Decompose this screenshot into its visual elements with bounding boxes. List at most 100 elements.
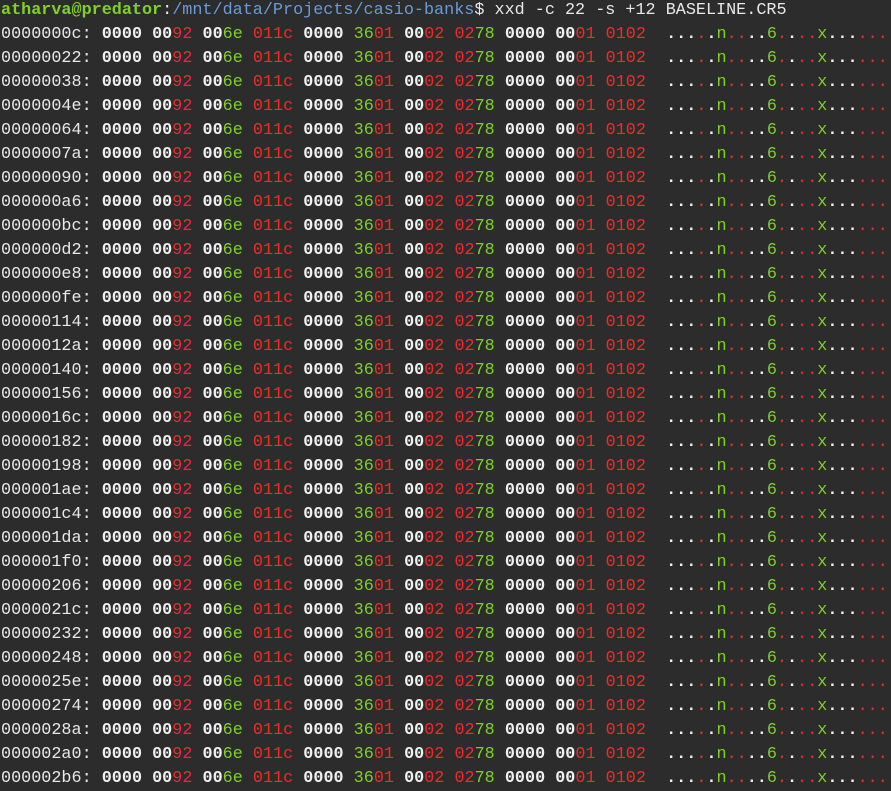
ascii-char: x [817,361,828,380]
hex-group: 0102 [606,721,646,740]
hex-byte: 02 [424,265,445,284]
hex-byte: 00 [404,121,425,140]
ascii-char: . [696,361,707,380]
hexdump-row: 00000038: 0000 0092 006e 011c 0000 3601 … [1,71,891,95]
hex-group: 0002 [404,529,444,548]
hex-byte: 01 [605,121,626,140]
hex-group: 0000 [303,145,343,164]
ascii-char: n [716,577,727,596]
hex-byte: 1c [273,433,294,452]
ascii-char: . [867,265,878,284]
hex-byte: 01 [373,745,394,764]
hex-group: 0278 [454,289,494,308]
ascii-char: . [756,145,767,164]
ascii-char: . [676,745,687,764]
hex-group: 0278 [454,625,494,644]
ascii-char: . [787,601,798,620]
hex-byte: 01 [252,673,274,692]
hex-byte: 6e [222,529,243,548]
hex-byte: 00 [404,649,425,668]
hex-group: 0000 [505,553,545,572]
ascii-char: . [837,553,848,572]
prompt-path: /mnt/data/Projects/casio-banks [172,1,475,20]
ascii-char: . [787,481,798,500]
hex-byte: 01 [575,769,596,788]
hex-group: 0278 [454,49,494,68]
ascii-char: . [756,745,767,764]
hex-byte: 00 [525,313,546,332]
ascii-char: 6 [766,721,777,740]
hex-byte: 00 [152,25,173,44]
ascii-char: . [756,121,767,140]
ascii-char: x [817,433,828,452]
ascii-char: . [776,73,788,92]
hex-byte: 01 [252,97,274,116]
ascii-char: . [847,601,858,620]
hex-byte: 00 [525,193,546,212]
hex-byte: 02 [454,193,475,212]
ascii-char: . [696,553,707,572]
row-offset: 00000114: [1,313,92,332]
hex-byte: 78 [474,697,495,716]
hex-byte: 6e [222,73,243,92]
ascii-char: . [686,577,697,596]
hex-byte: 92 [172,49,193,68]
ascii-char: . [736,673,747,692]
ascii-char: . [877,241,888,260]
hex-byte: 78 [474,625,495,644]
ascii-char: . [867,145,878,164]
ascii-char: n [716,601,727,620]
hex-byte: 92 [172,505,193,524]
ascii-char: . [756,385,767,404]
ascii-char: . [706,577,717,596]
hex-group: 0092 [152,745,192,764]
ascii-char: . [877,745,888,764]
ascii-char: . [726,673,737,692]
ascii-char: . [807,313,818,332]
ascii-char: . [867,673,878,692]
ascii-char: . [746,121,757,140]
hex-byte: 78 [474,457,495,476]
ascii-char: . [787,25,798,44]
hex-group: 0001 [555,481,595,500]
ascii-char: . [746,625,757,644]
ascii-char: . [696,289,707,308]
ascii-char: . [877,265,888,284]
ascii-char: . [847,265,858,284]
ascii-char: . [676,25,687,44]
hex-group: 011c [253,769,293,788]
ascii-char: . [837,73,848,92]
ascii-char: . [797,649,808,668]
row-offset: 00000248: [1,649,92,668]
ascii-char: . [827,337,838,356]
hex-byte: 00 [152,673,173,692]
hex-group: 006e [203,409,243,428]
hex-group: 011c [253,241,293,260]
ascii-char: . [726,121,737,140]
ascii-char: . [787,385,798,404]
hex-byte: 00 [555,745,576,764]
ascii-column: .....n....6....x...... [666,601,888,620]
hex-byte: 00 [525,121,546,140]
ascii-char: . [797,721,808,740]
ascii-char: . [807,73,818,92]
hex-byte: 00 [504,73,525,92]
hex-group: 0278 [454,217,494,236]
ascii-char: x [817,265,828,284]
hex-byte: 00 [303,505,324,524]
hex-group: 0000 [303,745,343,764]
hex-byte: 00 [303,457,324,476]
ascii-char: . [776,361,788,380]
hex-byte: 01 [575,457,596,476]
hex-byte: 00 [121,193,143,212]
hex-byte: 00 [404,457,425,476]
ascii-char: . [696,505,707,524]
hex-byte: 02 [424,25,445,44]
ascii-char: . [827,73,838,92]
hex-byte: 01 [373,73,394,92]
ascii-char: . [827,25,838,44]
hex-byte: 00 [303,697,324,716]
ascii-char: . [787,361,798,380]
hex-byte: 01 [373,25,394,44]
